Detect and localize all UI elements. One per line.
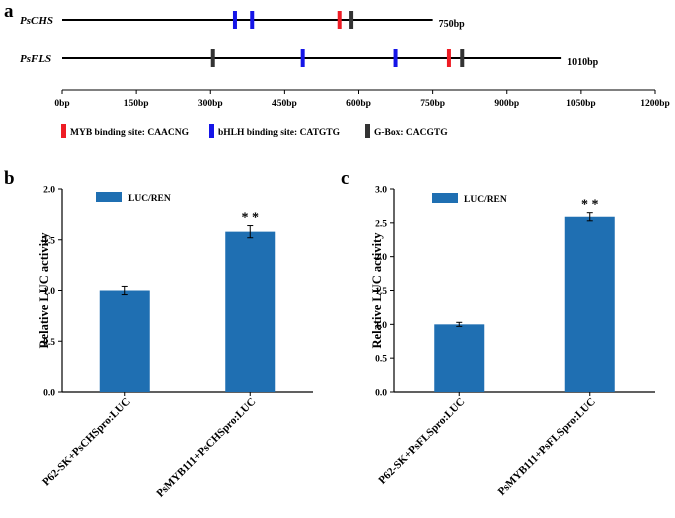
binding-site-gbox: [349, 11, 354, 29]
y-tick-label: 0.0: [43, 389, 55, 399]
y-tick-label: 0.5: [375, 355, 387, 365]
series-legend-swatch: [432, 193, 458, 203]
gene-label: PsCHS: [20, 15, 53, 27]
legend-item-myb: MYB binding site: CAACNG: [61, 124, 190, 138]
bp-axis: 0bp 150bp 300bp 450bp 600bp 750bp 900bp 1050bp 1…: [54, 89, 670, 109]
y-axis-title: Relative LUC activity: [370, 232, 384, 349]
binding-site-gbox: [460, 49, 465, 67]
y-axis-title: Relative LUC activity: [37, 232, 51, 349]
legend-swatch-gbox: [365, 124, 370, 138]
gene-label: PsFLS: [20, 53, 51, 65]
y-tick-label: 1.5: [375, 287, 387, 297]
legend-label-myb: MYB binding site: CAACNG: [70, 128, 190, 138]
binding-site-bhlh: [300, 49, 305, 67]
bar-chart-pschs: Relative LUC activity LUC/REN P62-SK+PsC…: [37, 186, 313, 500]
category-label: PsMYB111+PsCHSpro:LUC: [154, 396, 258, 500]
gene-track-pschs: PsCHS 750bp: [20, 11, 465, 30]
bp-tick-label: 300bp: [198, 99, 223, 109]
gene-length-label: 1010bp: [567, 57, 599, 68]
bar: [434, 324, 485, 392]
legend-swatch-myb: [61, 124, 66, 138]
category-label: P62-SK+PsCHSpro:LUC: [40, 396, 133, 489]
y-tick-label: 1.5: [43, 236, 55, 246]
y-tick-label: 2.0: [375, 253, 387, 263]
bar: [564, 216, 615, 392]
legend-item-bhlh: bHLH binding site: CATGTG: [209, 124, 341, 138]
y-tick-label: 0.5: [43, 338, 55, 348]
y-tick-label: 2.5: [375, 219, 387, 229]
series-legend-label: LUC/REN: [464, 195, 507, 205]
bp-tick-label: 1050bp: [566, 99, 596, 109]
binding-site-bhlh: [393, 49, 398, 67]
bp-tick-label: 150bp: [124, 99, 149, 109]
category-label: PsMYB111+PsFLSpro:LUC: [496, 396, 598, 498]
bp-tick-label: 600bp: [346, 99, 371, 109]
bp-tick-label: 750bp: [420, 99, 445, 109]
binding-site-gbox: [210, 49, 215, 67]
y-tick-label: 2.0: [43, 186, 55, 196]
panel-c-letter: c: [341, 168, 349, 189]
bar: [99, 290, 150, 392]
legend-swatch-bhlh: [209, 124, 214, 138]
binding-site-bhlh: [250, 11, 255, 29]
y-tick-label: 1.0: [43, 287, 55, 297]
bp-tick-label: 450bp: [272, 99, 297, 109]
binding-site-myb: [446, 49, 451, 67]
category-label: P62-SK+PsFLSpro:LUC: [376, 396, 467, 487]
series-legend-label: LUC/REN: [128, 194, 171, 204]
panel-a-letter: a: [4, 1, 14, 22]
legend-label-gbox: G-Box: CACGTG: [374, 128, 448, 138]
promoter-schematic: PsCHS 750bp PsFLS 1010bp 0bp 150bp 300bp 45…: [20, 11, 670, 138]
y-tick-label: 3.0: [375, 186, 387, 196]
significance-label: * *: [242, 211, 260, 226]
binding-site-legend: MYB binding site: CAACNG bHLH binding si…: [61, 124, 448, 138]
y-tick-label: 0.0: [375, 389, 387, 399]
legend-label-bhlh: bHLH binding site: CATGTG: [218, 128, 341, 138]
legend-item-gbox: G-Box: CACGTG: [365, 124, 448, 138]
gene-track-psfls: PsFLS 1010bp: [20, 49, 599, 68]
significance-label: * *: [581, 198, 599, 213]
binding-site-bhlh: [232, 11, 237, 29]
bar: [225, 231, 276, 392]
bp-tick-label: 1200bp: [640, 99, 670, 109]
y-tick-label: 1.0: [375, 321, 387, 331]
bp-tick-label: 900bp: [494, 99, 519, 109]
binding-site-myb: [337, 11, 342, 29]
bar-chart-psfls: Relative LUC activity LUC/REN P62-SK+PsF…: [370, 186, 655, 498]
panel-b-letter: b: [4, 168, 15, 189]
series-legend-swatch: [96, 192, 122, 202]
bp-tick-label: 0bp: [54, 99, 69, 109]
gene-length-label: 750bp: [439, 19, 466, 30]
